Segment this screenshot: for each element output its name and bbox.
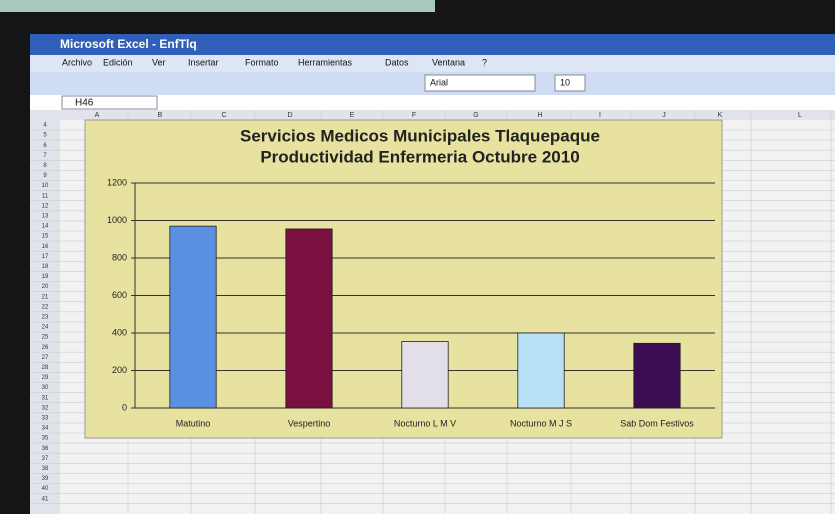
font-size: 10 bbox=[560, 77, 570, 87]
menu-item[interactable]: Herramientas bbox=[298, 57, 353, 67]
row-number: 19 bbox=[42, 274, 49, 280]
y-tick-label: 400 bbox=[112, 327, 127, 337]
column-letter: D bbox=[287, 112, 292, 119]
column-letter: I bbox=[599, 112, 601, 119]
row-number: 14 bbox=[42, 224, 49, 230]
chart-title: Servicios Medicos Municipales Tlaquepaqu… bbox=[240, 126, 600, 145]
column-letter: A bbox=[95, 112, 100, 119]
column-letter: J bbox=[662, 112, 666, 119]
row-number: 11 bbox=[42, 193, 49, 199]
row-number: 30 bbox=[42, 385, 49, 391]
row-number: 28 bbox=[42, 365, 49, 371]
row-number: 26 bbox=[42, 345, 49, 351]
column-letter: E bbox=[350, 112, 355, 119]
column-letter: K bbox=[718, 112, 723, 119]
column-letter: B bbox=[158, 112, 163, 119]
row-number: 35 bbox=[42, 436, 49, 442]
y-tick-label: 0 bbox=[122, 402, 127, 412]
row-number: 29 bbox=[42, 375, 49, 381]
column-letter: C bbox=[221, 112, 226, 119]
y-tick-label: 800 bbox=[112, 252, 127, 262]
row-number: 39 bbox=[42, 476, 49, 482]
x-tick-label: Nocturno M J S bbox=[510, 418, 572, 428]
row-number: 24 bbox=[42, 325, 49, 331]
row-number: 16 bbox=[42, 244, 49, 250]
row-number: 13 bbox=[42, 213, 49, 219]
bar bbox=[634, 343, 680, 408]
row-number: 25 bbox=[42, 335, 49, 341]
menu-item[interactable]: Ventana bbox=[432, 57, 465, 67]
menu-item[interactable]: Edición bbox=[103, 57, 133, 67]
row-number: 20 bbox=[42, 284, 49, 290]
bar bbox=[170, 226, 216, 408]
bar bbox=[402, 341, 448, 408]
y-tick-label: 1000 bbox=[107, 215, 127, 225]
row-number: 10 bbox=[42, 183, 49, 189]
window-title: Microsoft Excel - EnfTlq bbox=[60, 37, 197, 51]
menu-item[interactable]: Formato bbox=[245, 57, 279, 67]
row-number: 36 bbox=[42, 446, 49, 452]
x-tick-label: Nocturno L M V bbox=[394, 418, 456, 428]
row-number: 22 bbox=[42, 304, 49, 310]
x-tick-label: Sab Dom Festivos bbox=[620, 418, 694, 428]
menu-item[interactable]: Datos bbox=[385, 57, 409, 67]
row-number: 21 bbox=[42, 294, 49, 300]
row-number: 33 bbox=[42, 415, 49, 421]
photo-strip bbox=[0, 0, 435, 12]
menu-item[interactable]: Ver bbox=[152, 57, 166, 67]
y-tick-label: 1200 bbox=[107, 177, 127, 187]
row-number: 34 bbox=[42, 426, 49, 432]
bar bbox=[286, 229, 332, 408]
y-tick-label: 200 bbox=[112, 365, 127, 375]
name-box-text: H46 bbox=[75, 98, 94, 109]
screen: 4567891011121314151617181920212223242526… bbox=[0, 0, 835, 514]
row-number: 18 bbox=[42, 264, 49, 270]
row-number: 40 bbox=[42, 486, 49, 492]
row-number: 32 bbox=[42, 405, 49, 411]
menu-item[interactable]: ? bbox=[482, 57, 487, 67]
row-number: 12 bbox=[42, 203, 49, 209]
column-letter: F bbox=[412, 112, 416, 119]
x-tick-label: Vespertino bbox=[288, 418, 331, 428]
row-number: 27 bbox=[42, 355, 49, 361]
row-number: 41 bbox=[42, 496, 49, 502]
row-number: 37 bbox=[42, 456, 49, 462]
font-name: Arial bbox=[430, 77, 448, 87]
menu-item[interactable]: Archivo bbox=[62, 57, 92, 67]
x-tick-label: Matutino bbox=[176, 418, 211, 428]
y-tick-label: 600 bbox=[112, 290, 127, 300]
row-number: 15 bbox=[42, 234, 49, 240]
column-letter: L bbox=[798, 112, 802, 119]
column-letter: G bbox=[473, 112, 478, 119]
row-number: 31 bbox=[42, 395, 49, 401]
column-header-bar bbox=[30, 110, 835, 120]
bar bbox=[518, 333, 564, 408]
menu-item[interactable]: Insertar bbox=[188, 57, 219, 67]
row-number: 23 bbox=[42, 314, 49, 320]
row-number: 17 bbox=[42, 254, 49, 260]
column-letter: H bbox=[537, 112, 542, 119]
chart-subtitle: Productividad Enfermeria Octubre 2010 bbox=[260, 147, 579, 166]
row-number: 38 bbox=[42, 466, 49, 472]
